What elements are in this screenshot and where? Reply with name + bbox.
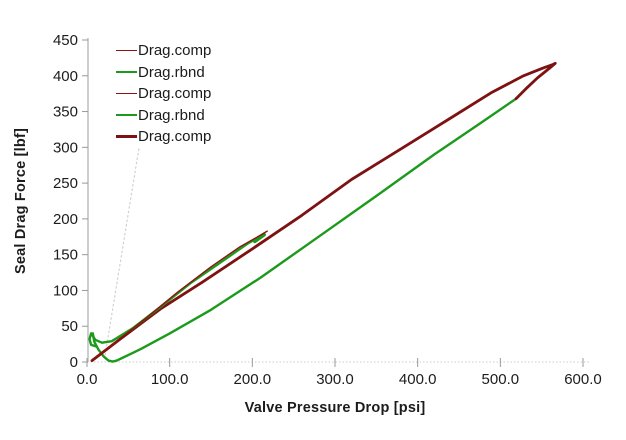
y-tick-label: 150 [53,247,78,264]
y-tick-label: 200 [53,211,78,228]
legend-label: Drag.rbnd [138,63,205,81]
y-tick-label: 50 [61,318,78,335]
legend-item-2: Drag.comp [116,83,211,105]
series-line-drag-comp-small-cycle- [91,230,268,361]
legend-line-swatch [116,71,137,74]
y-tick-label: 250 [53,175,78,192]
legend-item-1: Drag.rbnd [116,62,211,84]
x-tick-label: 600.0 [564,371,602,388]
legend: Drag.comp Drag.rbnd Drag.comp Drag.rbnd Drag… [116,40,211,148]
series-line-drag-comp-large-cycle- [90,61,557,363]
y-tick-label: 100 [53,282,78,299]
x-axis-title: Valve Pressure Drop [psi] [244,400,426,416]
legend-label: Drag.comp [138,85,212,103]
x-tick-label: 400.0 [399,371,437,388]
x-tick-label: 0.0 [77,371,98,388]
legend-item-3: Drag.rbnd [116,105,211,127]
y-tick-label: 0 [70,354,78,371]
legend-item-0: Drag.comp [116,40,211,62]
legend-line-swatch [116,135,137,139]
y-tick-label: 450 [53,32,78,49]
series-line-drag-rbnd-small-cycle-tip [252,232,266,244]
y-tick-label: 400 [53,68,78,85]
legend-line-swatch [116,50,137,52]
legend-line-swatch [116,114,137,117]
legend-label: Drag.comp [138,128,212,146]
y-tick-label: 350 [53,104,78,121]
legend-item-4: Drag.comp [116,126,211,148]
x-tick-label: 200.0 [234,371,272,388]
series-line-faint-dotted-guide [104,146,140,356]
y-tick-label: 300 [53,139,78,156]
x-tick-label: 300.0 [316,371,354,388]
legend-line-swatch [116,93,137,95]
legend-label: Drag.comp [138,42,212,60]
y-axis-title: Seal Drag Force [lbf] [13,128,29,275]
x-tick-label: 500.0 [482,371,520,388]
legend-label: Drag.rbnd [138,106,205,124]
x-tick-label: 100.0 [151,371,189,388]
series-line-drag-rbnd-small-cycle- [88,233,266,348]
